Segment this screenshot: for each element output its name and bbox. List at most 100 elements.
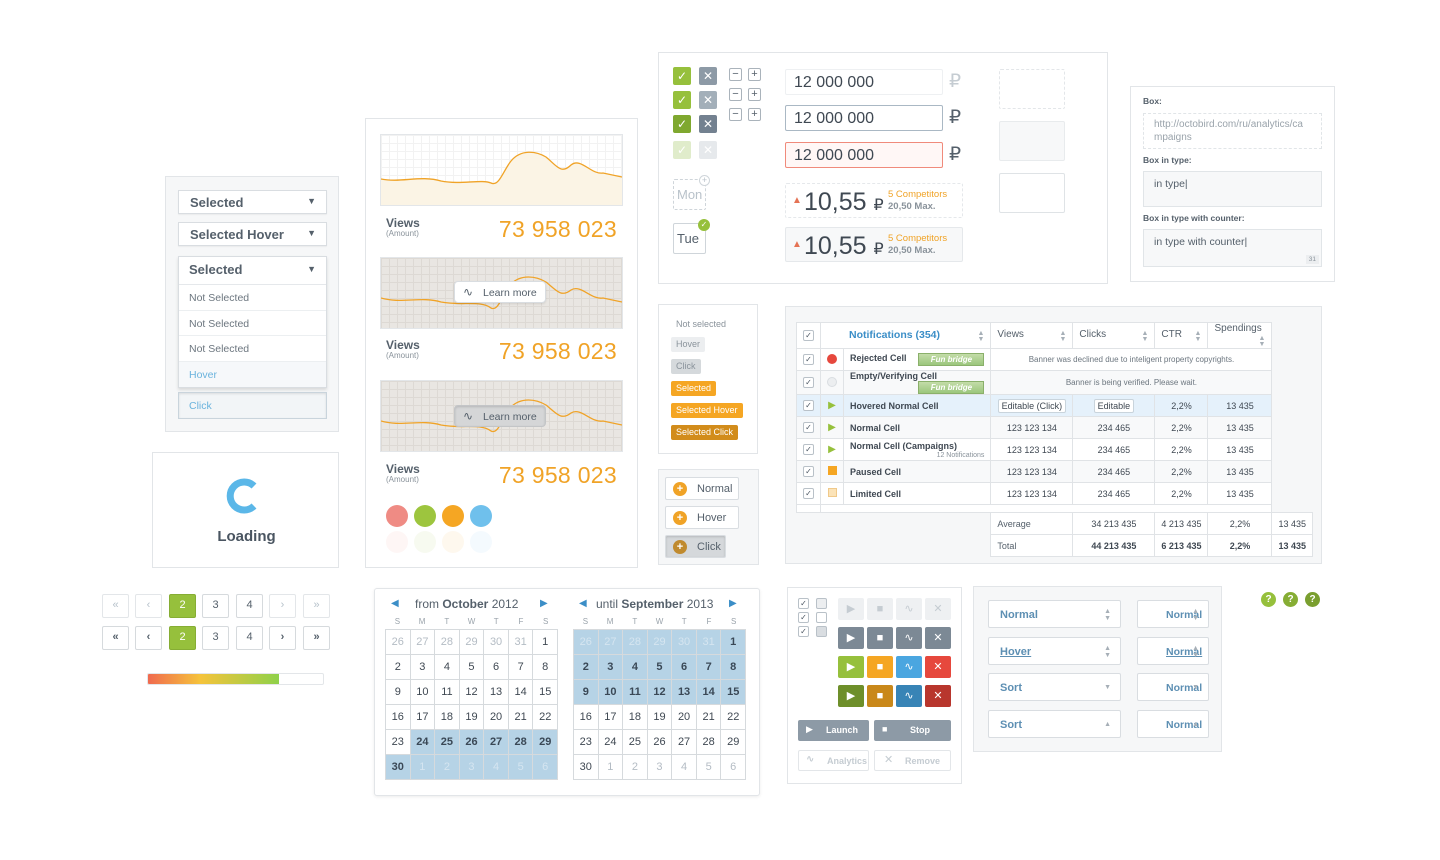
calendar-day[interactable]: 10: [410, 680, 436, 705]
calendar-day[interactable]: 18: [435, 705, 460, 730]
calendar-day[interactable]: 9: [386, 680, 411, 705]
column-header-ctr[interactable]: CTR ▲ ▼: [1154, 322, 1209, 349]
calendar-day[interactable]: 1: [410, 755, 436, 780]
analytics-icon[interactable]: ∿: [896, 598, 922, 620]
calendar-day[interactable]: 29: [721, 730, 746, 755]
remove-icon[interactable]: ✕: [925, 685, 951, 707]
calendar-day[interactable]: 28: [508, 730, 534, 755]
row-checkbox[interactable]: ✓: [796, 460, 821, 483]
remove-icon[interactable]: ✕: [925, 598, 951, 620]
calendar-day[interactable]: 4: [435, 655, 460, 680]
calendar-day[interactable]: 11: [623, 680, 648, 705]
calendar-day[interactable]: 11: [435, 680, 460, 705]
calendar-day[interactable]: 27: [410, 630, 436, 655]
calendar-day[interactable]: 9: [574, 680, 599, 705]
select-sort-asc[interactable]: Sort ▲: [988, 710, 1121, 738]
page-button[interactable]: 3: [202, 594, 229, 618]
table-row[interactable]: ✓ Empty/Verifying Cell Fun bridge Banner is…: [796, 370, 1313, 395]
calendar-day[interactable]: 30: [672, 630, 697, 655]
calendar-day[interactable]: 25: [623, 730, 648, 755]
calendar-day[interactable]: 5: [647, 655, 673, 680]
dropdown-option[interactable]: Not Selected: [179, 336, 326, 362]
calendar-day[interactable]: 4: [623, 655, 648, 680]
calendar-day[interactable]: 28: [696, 730, 722, 755]
dropdown-open-header[interactable]: Selected ▼: [179, 257, 326, 285]
color-swatch[interactable]: [470, 505, 492, 527]
play-icon[interactable]: ▶: [838, 627, 864, 649]
amount-input-error[interactable]: 12 000 000: [785, 142, 943, 168]
calendar-day[interactable]: 5: [459, 655, 485, 680]
calendar-day[interactable]: 6: [672, 655, 697, 680]
help-icon[interactable]: ?: [1261, 592, 1276, 607]
next-page-button[interactable]: ›: [269, 626, 296, 650]
calendar-day[interactable]: 12: [459, 680, 485, 705]
analytics-button[interactable]: ∿ Analytics: [798, 750, 869, 771]
page-button[interactable]: 4: [236, 626, 263, 650]
calendar-day[interactable]: 15: [533, 680, 558, 705]
calendar-day[interactable]: 1: [533, 630, 558, 655]
calendar-day[interactable]: 29: [533, 730, 558, 755]
calendar-day[interactable]: 24: [598, 730, 624, 755]
dropdown-open[interactable]: Selected ▼ Not Selected Not Selected Not …: [178, 256, 327, 388]
calendar-day[interactable]: 17: [410, 705, 436, 730]
next-month-icon[interactable]: ▶: [729, 598, 737, 609]
stop-icon[interactable]: ■: [867, 656, 893, 678]
calendar-day[interactable]: 6: [533, 755, 558, 780]
remove-button[interactable]: ✕ Remove: [874, 750, 951, 771]
prev-month-icon[interactable]: ◀: [579, 598, 587, 609]
next-page-button[interactable]: ›: [269, 594, 296, 618]
row-checkbox[interactable]: ✓: [796, 370, 821, 395]
select-small-normal[interactable]: Normal ▲ ▼: [1137, 600, 1209, 628]
calendar-day[interactable]: 2: [435, 755, 460, 780]
calendar-day[interactable]: 29: [459, 630, 485, 655]
select-small-hover[interactable]: Normal ▲ ▼: [1137, 637, 1209, 665]
calendar-day[interactable]: 7: [696, 655, 722, 680]
calendar-day[interactable]: 10: [598, 680, 624, 705]
remove-icon[interactable]: ✕: [925, 627, 951, 649]
page-button-active[interactable]: 2: [169, 594, 196, 618]
calendar-day[interactable]: 15: [721, 680, 746, 705]
calendar-day[interactable]: 14: [508, 680, 534, 705]
color-swatch[interactable]: [386, 505, 408, 527]
remove-icon[interactable]: ✕: [925, 656, 951, 678]
table-row[interactable]: ✓ Rejected Cell Fun bridge Banner was decli…: [796, 348, 1313, 371]
calendar-day[interactable]: 17: [598, 705, 624, 730]
stop-button[interactable]: ■ Stop: [874, 720, 951, 741]
table-row[interactable]: ✓ Limited Cell 123 123 134 234 465 2,2% 13 43…: [796, 482, 1313, 505]
calendar-day[interactable]: 5: [696, 755, 722, 780]
calendar-day[interactable]: 29: [647, 630, 673, 655]
select-small-desc[interactable]: Normal ▼: [1137, 673, 1209, 701]
calendar-day[interactable]: 2: [623, 755, 648, 780]
first-page-button[interactable]: «: [102, 594, 129, 618]
calendar-day[interactable]: 13: [672, 680, 697, 705]
calendar-day[interactable]: 27: [484, 730, 509, 755]
calendar-day[interactable]: 31: [508, 630, 534, 655]
minus-icon[interactable]: −: [729, 108, 742, 121]
prev-page-button[interactable]: ‹: [135, 626, 162, 650]
calendar-day[interactable]: 26: [574, 630, 599, 655]
select-hover[interactable]: Hover ▲ ▼: [988, 637, 1121, 665]
calendar-day[interactable]: 30: [386, 755, 411, 780]
tag-selected-hover[interactable]: Selected Hover: [671, 403, 743, 418]
box-in-type-input[interactable]: in type|: [1143, 171, 1322, 207]
calendar-day[interactable]: 26: [386, 630, 411, 655]
calendar-day[interactable]: 27: [672, 730, 697, 755]
tag-selected-click[interactable]: Selected Click: [671, 425, 739, 440]
day-toggle-tue[interactable]: Tue ✓: [673, 219, 710, 254]
plus-icon[interactable]: +: [748, 108, 761, 121]
prev-month-icon[interactable]: ◀: [391, 598, 399, 609]
views-cell[interactable]: Editable (Click): [990, 394, 1074, 417]
table-row[interactable]: ✓ ▶ Normal Cell 123 123 134 234 465 2,2% 13 43…: [796, 416, 1313, 439]
page-button-active[interactable]: 2: [169, 626, 196, 650]
select-sort-desc[interactable]: Sort ▼: [988, 673, 1121, 701]
plus-icon[interactable]: +: [748, 88, 761, 101]
calendar-day[interactable]: 18: [623, 705, 648, 730]
tag-click[interactable]: Click: [671, 359, 701, 374]
calendar-day[interactable]: 13: [484, 680, 509, 705]
next-month-icon[interactable]: ▶: [540, 598, 548, 609]
stop-icon[interactable]: ■: [867, 685, 893, 707]
page-button[interactable]: 4: [236, 594, 263, 618]
select-all-checkbox[interactable]: ✓: [796, 322, 821, 349]
color-swatch[interactable]: [442, 505, 464, 527]
color-swatch[interactable]: [414, 505, 436, 527]
